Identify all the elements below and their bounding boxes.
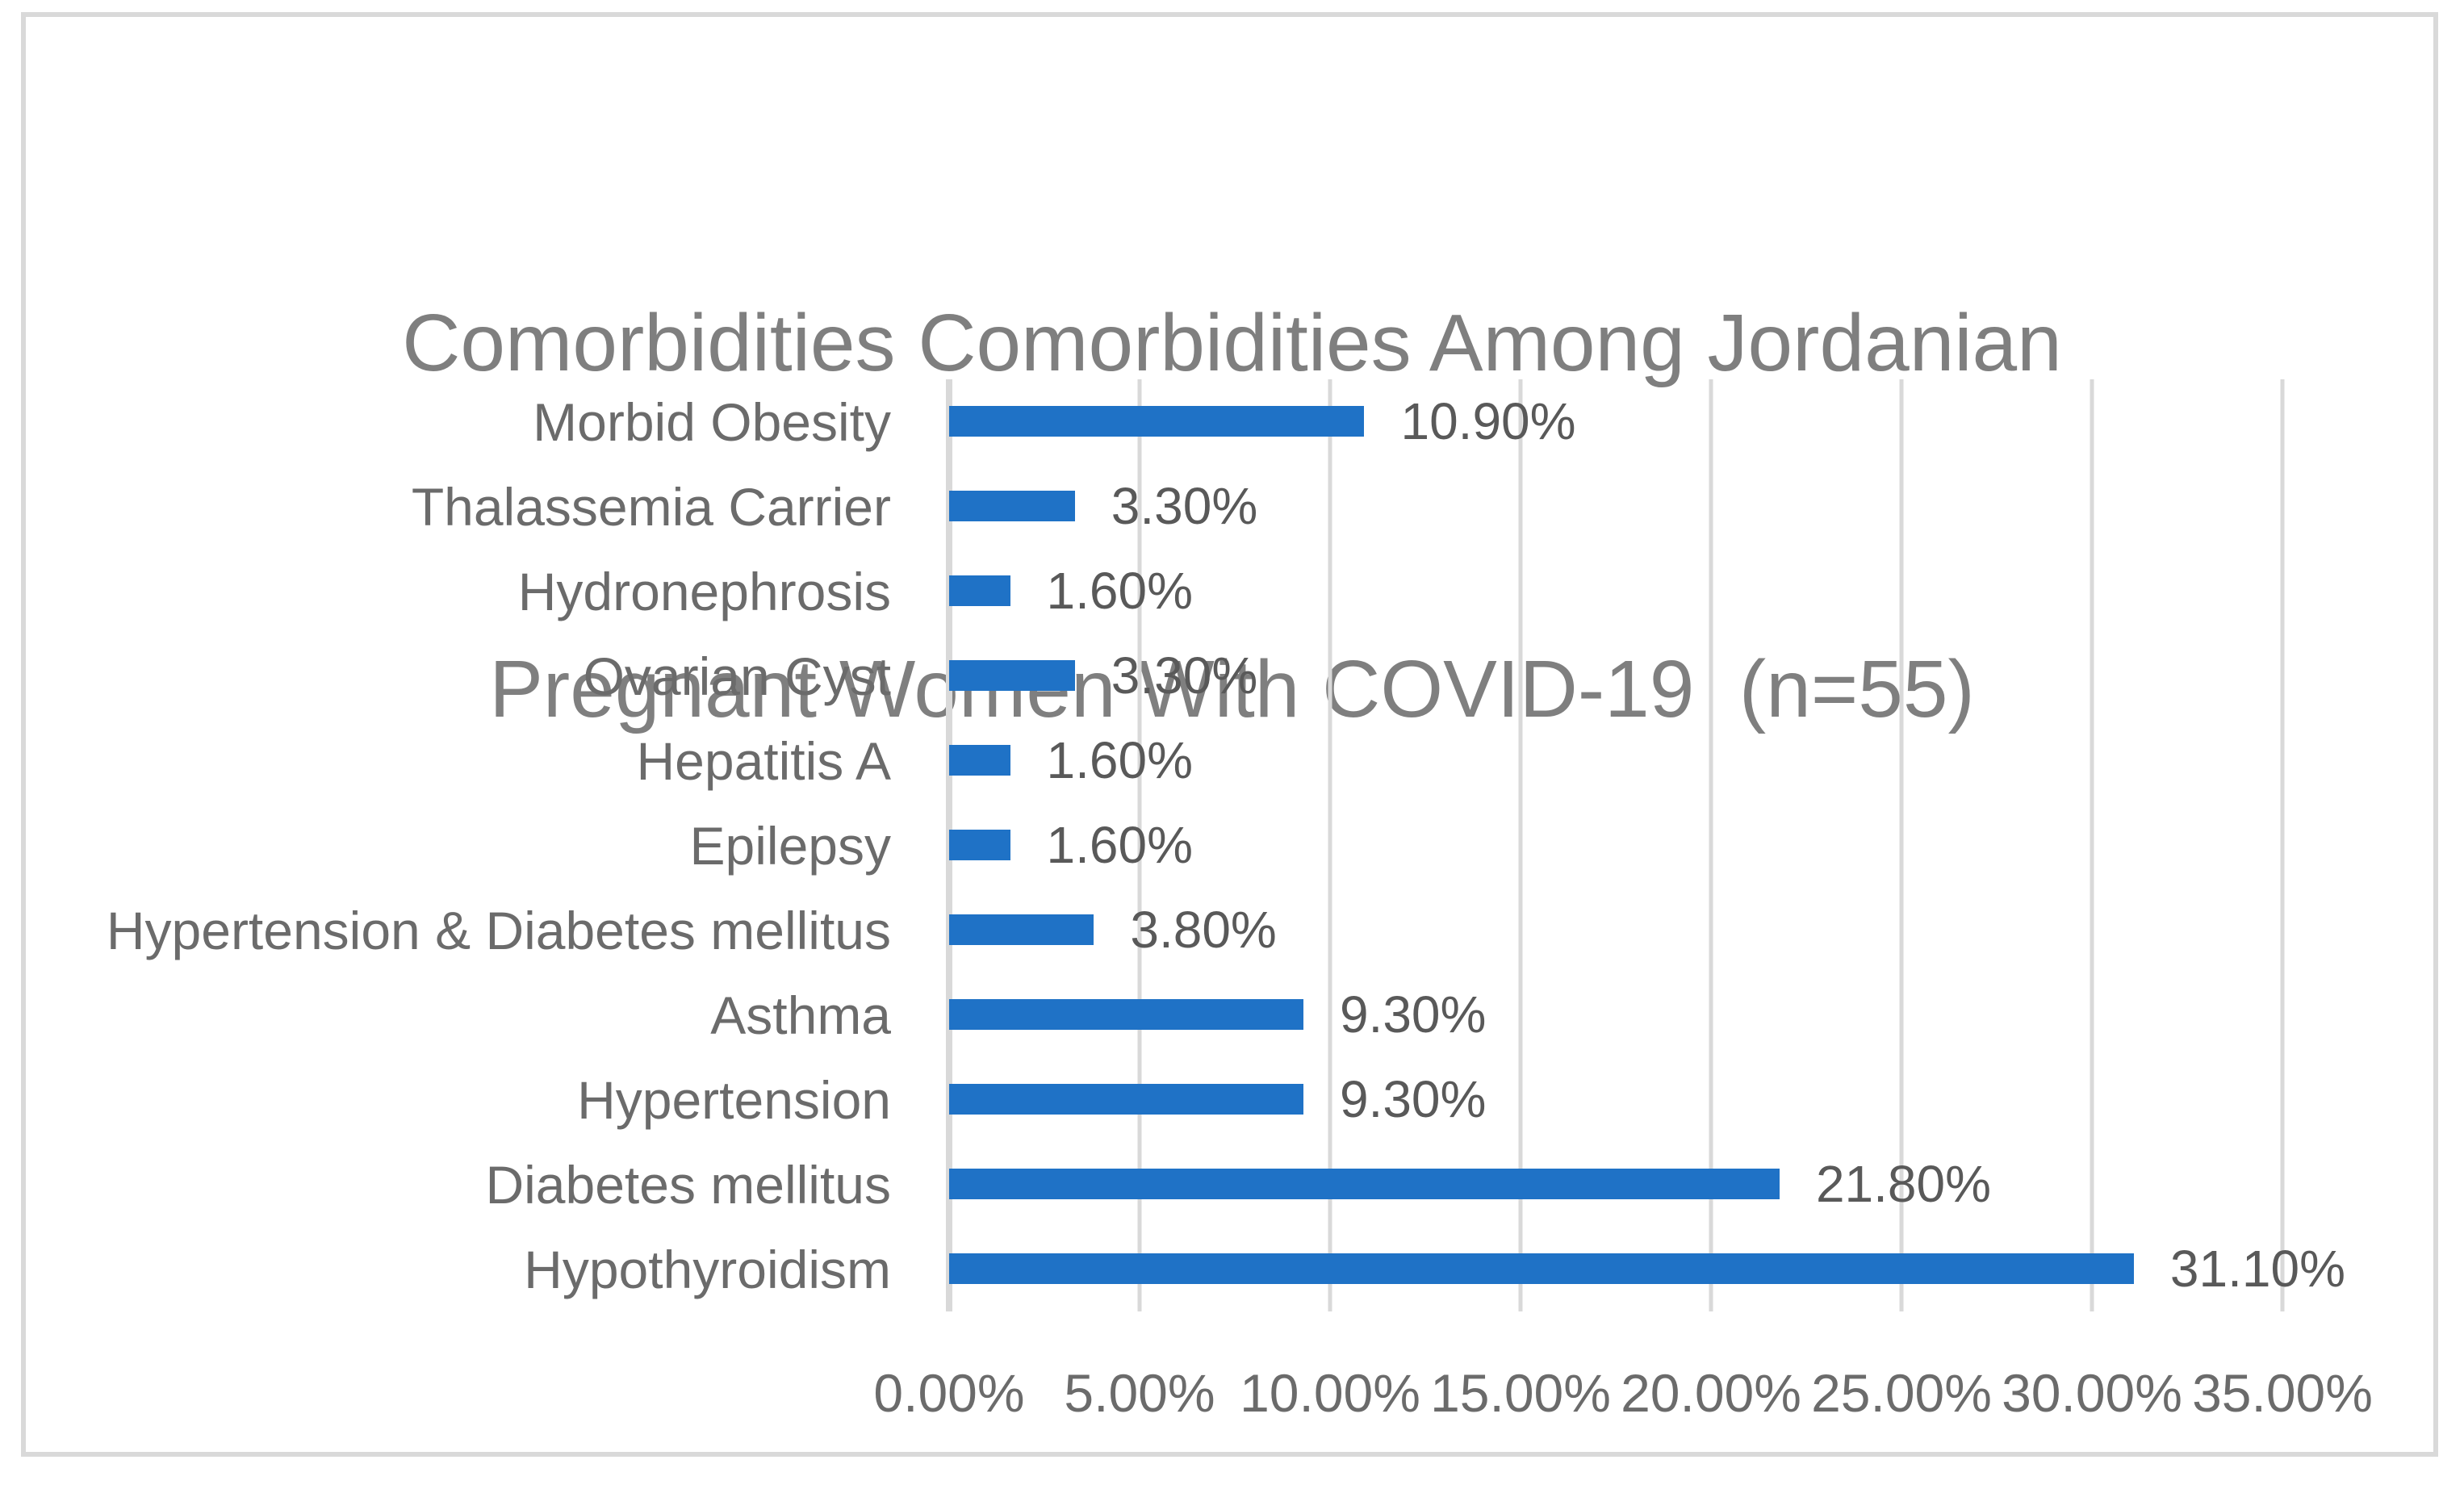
category-label: Thalassemia Carrier	[411, 476, 891, 537]
x-tick-label: 5.00%	[1064, 1363, 1215, 1423]
bar	[949, 491, 1075, 521]
bar	[949, 660, 1075, 691]
bar	[949, 1169, 1780, 1199]
bar	[949, 406, 1365, 437]
bar	[949, 745, 1010, 776]
category-label: Epilepsy	[689, 815, 891, 876]
gridline	[1328, 379, 1332, 1311]
bar-row: 3.80%	[949, 888, 2282, 972]
category-label: Hypertension	[577, 1069, 891, 1130]
x-axis-tick-labels: 0.00% 5.00% 10.00% 15.00% 20.00% 25.00% 30.00%…	[873, 1362, 2373, 1435]
bar	[949, 575, 1010, 606]
x-tick-label: 0.00%	[873, 1363, 1025, 1423]
data-label: 1.60%	[1046, 731, 1193, 789]
data-label: 1.60%	[1046, 562, 1193, 620]
bar-row: 21.80%	[949, 1142, 2282, 1227]
data-label: 1.60%	[1046, 816, 1193, 874]
x-tick-label: 25.00%	[1811, 1363, 1992, 1423]
x-tick-label: 20.00%	[1621, 1363, 1801, 1423]
category-label: Ovarian Cyst	[583, 646, 891, 706]
data-label: 3.80%	[1130, 901, 1277, 959]
bar-row: 1.60%	[949, 803, 2282, 888]
x-tick-label: 35.00%	[2192, 1363, 2373, 1423]
gridline	[1709, 379, 1713, 1311]
data-label: 3.30%	[1111, 646, 1258, 705]
category-label: Hydronephrosis	[517, 561, 891, 621]
category-axis-labels: Morbid Obesity Thalassemia Carrier Hydrone…	[0, 379, 891, 1311]
data-label: 9.30%	[1339, 1070, 1487, 1128]
x-tick-label: 10.00%	[1240, 1363, 1420, 1423]
category-label: Hypothyroidism	[524, 1239, 891, 1299]
gridline	[2280, 379, 2285, 1311]
x-tick-label: 30.00%	[2002, 1363, 2182, 1423]
category-label: Hypertension & Diabetes mellitus	[106, 900, 891, 960]
category-label: Asthma	[710, 985, 891, 1045]
bar	[949, 1253, 2134, 1284]
category-label: Diabetes mellitus	[485, 1154, 891, 1215]
bar	[949, 914, 1094, 945]
bar-row: 9.30%	[949, 1057, 2282, 1142]
data-label: 21.80%	[1815, 1155, 1992, 1213]
category-label: Morbid Obesity	[533, 391, 891, 452]
category-label: Hepatitis A	[636, 730, 892, 791]
gridline	[2090, 379, 2094, 1311]
bar	[949, 1084, 1303, 1115]
bar-row: 10.90%	[949, 379, 2282, 464]
bar-row: 1.60%	[949, 549, 2282, 634]
data-label: 3.30%	[1111, 477, 1258, 535]
bar-row: 31.10%	[949, 1227, 2345, 1311]
gridline	[1137, 379, 1142, 1311]
gridline	[1899, 379, 1904, 1311]
chart-title-line2: Pregnant Women With COVID-19 (n=55)	[489, 644, 1975, 734]
bar-row: 3.30%	[949, 464, 2282, 549]
bar-row: 3.30%	[949, 634, 2282, 718]
chart-frame-border	[21, 12, 2438, 1457]
chart-title-line1: Comorbidities Comorbidities Among Jordan…	[402, 298, 2062, 388]
x-tick-label: 15.00%	[1430, 1363, 1611, 1423]
chart-title: Comorbidities Comorbidities Among Jordan…	[0, 55, 2464, 978]
data-label: 10.90%	[1400, 392, 1576, 450]
bar	[949, 999, 1303, 1030]
gridline	[1518, 379, 1523, 1311]
bar-row: 1.60%	[949, 718, 2282, 803]
bar-row: 9.30%	[949, 972, 2282, 1057]
data-label: 9.30%	[1339, 985, 1487, 1044]
plot-area: 10.90% 3.30% 1.60% 3.30% 1.60% 1.60% 3.80% 9.30…	[946, 379, 2345, 1311]
bar	[949, 830, 1010, 860]
data-label: 31.10%	[2169, 1240, 2345, 1298]
